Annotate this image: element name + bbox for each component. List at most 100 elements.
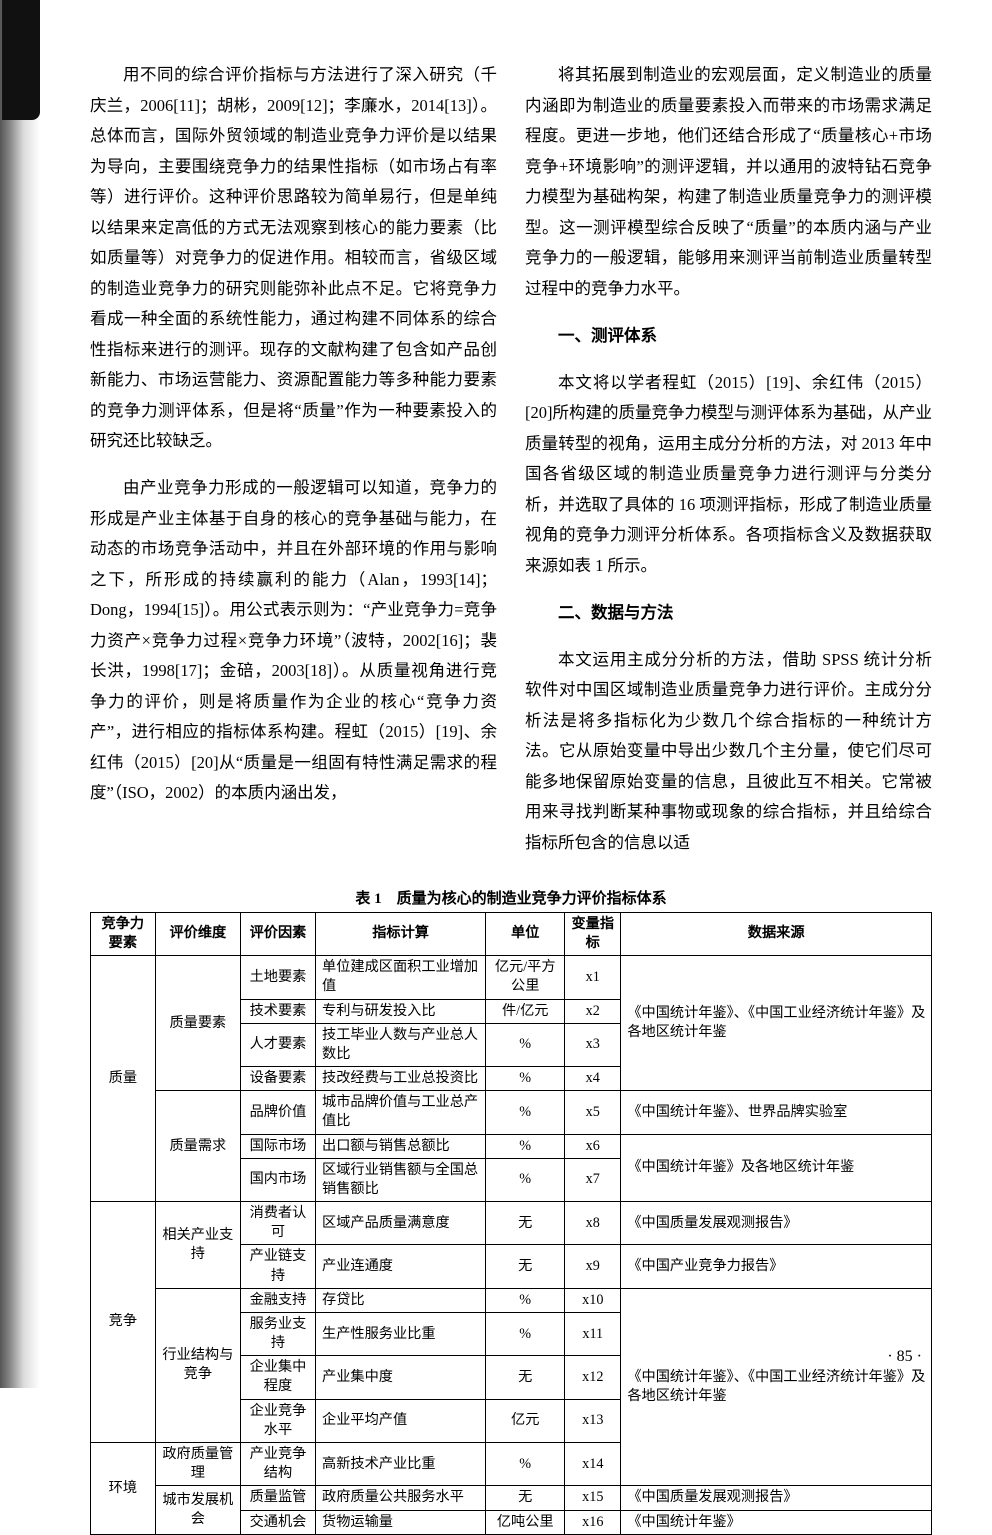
dim-cell: 质量要素 <box>155 956 240 1091</box>
page-number: · 85 · <box>887 1348 922 1366</box>
paragraph: 本文运用主成分分析的方法，借助 SPSS 统计分析软件对中国区域制造业质量竞争力… <box>525 645 932 859</box>
cell: x9 <box>565 1245 621 1288</box>
cell: 人才要素 <box>241 1023 316 1066</box>
source-cell: 《中国质量发展观测报告》 <box>621 1486 932 1510</box>
source-cell: 《中国质量发展观测报告》 <box>621 1202 932 1245</box>
table-caption: 表 1 质量为核心的制造业竞争力评价指标体系 <box>90 887 932 908</box>
source-cell: 《中国统计年鉴》、世界品牌实验室 <box>621 1091 932 1134</box>
cell: 无 <box>486 1245 565 1288</box>
cell: % <box>486 1158 565 1201</box>
cell: x14 <box>565 1443 621 1486</box>
cell: x3 <box>565 1023 621 1066</box>
cell: 企业集中程度 <box>241 1356 316 1399</box>
cell: % <box>486 1134 565 1158</box>
cell: x13 <box>565 1399 621 1442</box>
cell: 产业连通度 <box>316 1245 486 1288</box>
cell: 企业竞争水平 <box>241 1399 316 1442</box>
table-row: 质量 质量要素 土地要素 单位建成区面积工业增加值 亿元/平方公里 x1 《中国… <box>91 956 932 999</box>
dim-cell: 城市发展机会 <box>155 1486 240 1534</box>
binding-tab-icon <box>2 0 40 120</box>
paragraph: 将其拓展到制造业的宏观层面，定义制造业的质量内涵即为制造业的质量要素投入而带来的… <box>525 60 932 304</box>
cell: 政府质量公共服务水平 <box>316 1486 486 1510</box>
cell: x12 <box>565 1356 621 1399</box>
cell: 无 <box>486 1486 565 1510</box>
cell: 技改经费与工业总投资比 <box>316 1067 486 1091</box>
col-header: 数据来源 <box>621 912 932 955</box>
cell: 国际市场 <box>241 1134 316 1158</box>
cell: % <box>486 1091 565 1134</box>
dim-cell: 行业结构与竞争 <box>155 1288 240 1442</box>
cell: % <box>486 1067 565 1091</box>
source-cell: 《中国统计年鉴》及各地区统计年鉴 <box>621 1134 932 1202</box>
cell: % <box>486 1023 565 1066</box>
cell: 金融支持 <box>241 1288 316 1312</box>
col-header: 指标计算 <box>316 912 486 955</box>
dim-cell: 相关产业支持 <box>155 1202 240 1289</box>
table-header-row: 竞争力要素 评价维度 评价因素 指标计算 单位 变量指标 数据来源 <box>91 912 932 955</box>
source-cell: 《中国产业竞争力报告》 <box>621 1245 932 1288</box>
section-heading: 一、测评体系 <box>525 321 932 352</box>
group-cell: 质量 <box>91 956 156 1202</box>
dim-cell: 质量需求 <box>155 1091 240 1202</box>
cell: 区域产品质量满意度 <box>316 1202 486 1245</box>
cell: 单位建成区面积工业增加值 <box>316 956 486 999</box>
left-column: 用不同的综合评价指标与方法进行了深入研究（千庆兰，2006[11]；胡彬，200… <box>90 60 497 875</box>
two-column-body: 用不同的综合评价指标与方法进行了深入研究（千庆兰，2006[11]；胡彬，200… <box>90 60 932 875</box>
cell: 产业竞争结构 <box>241 1443 316 1486</box>
col-header: 评价维度 <box>155 912 240 955</box>
cell: % <box>486 1288 565 1312</box>
paragraph: 由产业竞争力形成的一般逻辑可以知道，竞争力的形成是产业主体基于自身的核心的竞争基… <box>90 473 497 809</box>
cell: x15 <box>565 1486 621 1510</box>
cell: 企业平均产值 <box>316 1399 486 1442</box>
dim-cell: 政府质量管理 <box>155 1443 240 1486</box>
cell: 品牌价值 <box>241 1091 316 1134</box>
table-row: 竞争 相关产业支持 消费者认可 区域产品质量满意度 无 x8 《中国质量发展观测… <box>91 1202 932 1245</box>
source-cell: 《中国统计年鉴》 <box>621 1510 932 1534</box>
cell: 无 <box>486 1202 565 1245</box>
cell: 件/亿元 <box>486 999 565 1023</box>
cell: x5 <box>565 1091 621 1134</box>
cell: 亿元 <box>486 1399 565 1442</box>
col-header: 竞争力要素 <box>91 912 156 955</box>
binding-shadow <box>0 0 40 1388</box>
cell: 亿吨公里 <box>486 1510 565 1534</box>
group-cell: 竞争 <box>91 1202 156 1443</box>
indicator-table: 竞争力要素 评价维度 评价因素 指标计算 单位 变量指标 数据来源 质量 质量要… <box>90 912 932 1535</box>
cell: 亿元/平方公里 <box>486 956 565 999</box>
cell: 专利与研发投入比 <box>316 999 486 1023</box>
cell: x6 <box>565 1134 621 1158</box>
col-header: 变量指标 <box>565 912 621 955</box>
cell: 无 <box>486 1356 565 1399</box>
cell: 国内市场 <box>241 1158 316 1201</box>
cell: 存贷比 <box>316 1288 486 1312</box>
cell: 消费者认可 <box>241 1202 316 1245</box>
source-cell: 《中国统计年鉴》、《中国工业经济统计年鉴》及各地区统计年鉴 <box>621 956 932 1091</box>
cell: 区域行业销售额与全国总销售额比 <box>316 1158 486 1201</box>
table-row: 质量需求 品牌价值 城市品牌价值与工业总产值比 % x5 《中国统计年鉴》、世界… <box>91 1091 932 1134</box>
cell: x7 <box>565 1158 621 1201</box>
cell: 出口额与销售总额比 <box>316 1134 486 1158</box>
section-heading: 二、数据与方法 <box>525 598 932 629</box>
cell: % <box>486 1443 565 1486</box>
cell: 产业链支持 <box>241 1245 316 1288</box>
cell: 交通机会 <box>241 1510 316 1534</box>
cell: x8 <box>565 1202 621 1245</box>
cell: x10 <box>565 1288 621 1312</box>
cell: 货物运输量 <box>316 1510 486 1534</box>
cell: x11 <box>565 1312 621 1355</box>
col-header: 评价因素 <box>241 912 316 955</box>
cell: 土地要素 <box>241 956 316 999</box>
cell: 生产性服务业比重 <box>316 1312 486 1355</box>
source-cell: 《中国统计年鉴》、《中国工业经济统计年鉴》及各地区统计年鉴 <box>621 1288 932 1486</box>
page: 用不同的综合评价指标与方法进行了深入研究（千庆兰，2006[11]；胡彬，200… <box>0 0 992 1388</box>
cell: 服务业支持 <box>241 1312 316 1355</box>
table-row: 城市发展机会 质量监管 政府质量公共服务水平 无 x15 《中国质量发展观测报告… <box>91 1486 932 1510</box>
cell: 设备要素 <box>241 1067 316 1091</box>
cell: x1 <box>565 956 621 999</box>
cell: x2 <box>565 999 621 1023</box>
cell: 质量监管 <box>241 1486 316 1510</box>
cell: x4 <box>565 1067 621 1091</box>
group-cell: 环境 <box>91 1443 156 1535</box>
col-header: 单位 <box>486 912 565 955</box>
cell: 城市品牌价值与工业总产值比 <box>316 1091 486 1134</box>
